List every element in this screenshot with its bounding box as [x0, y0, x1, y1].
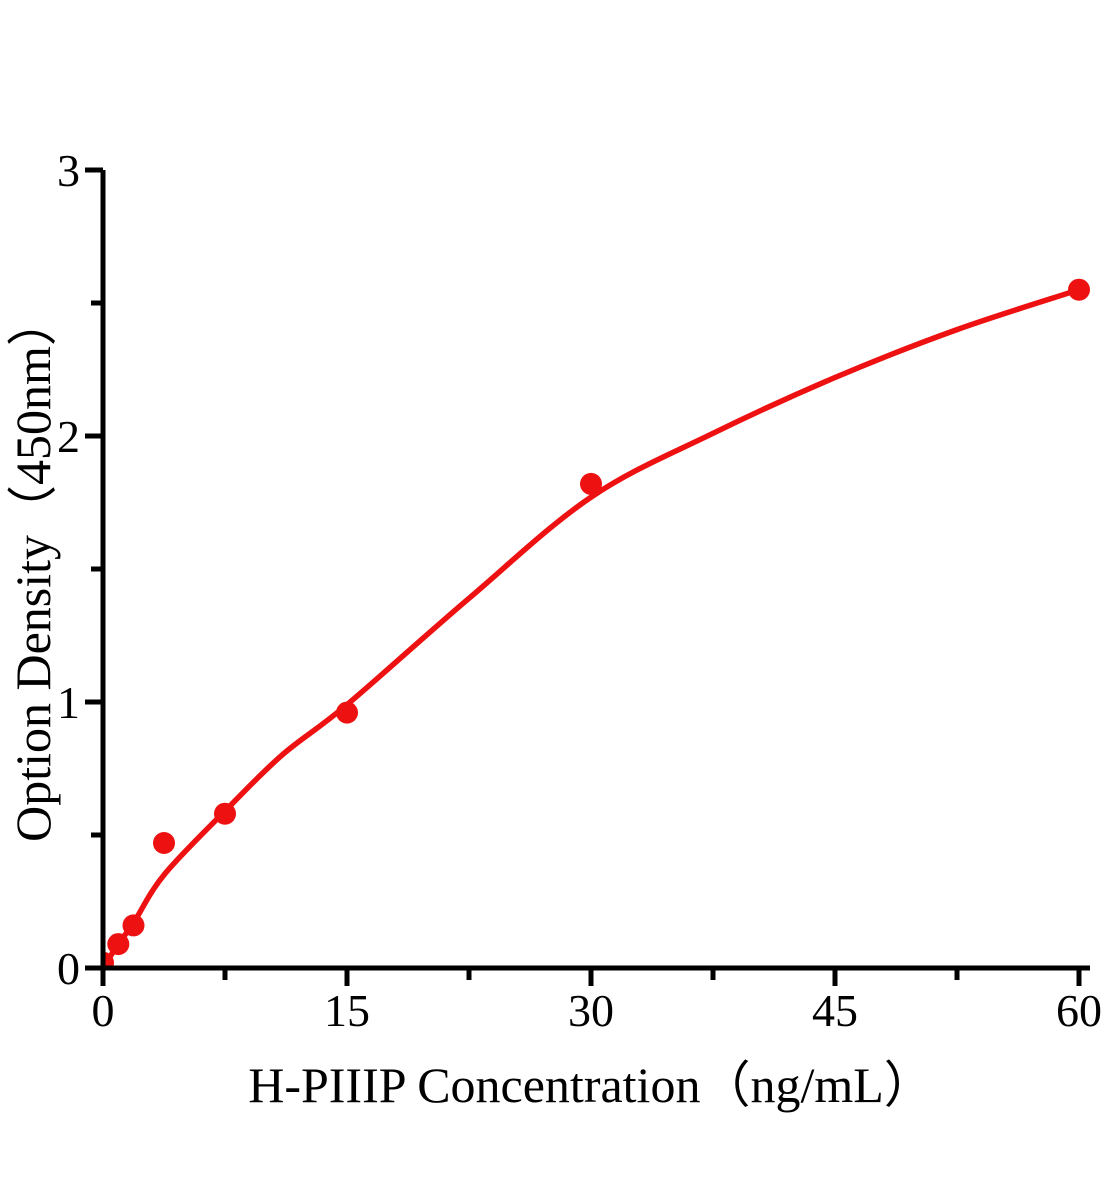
x-tick-label: 0: [92, 985, 115, 1036]
data-point: [103, 951, 114, 968]
x-tick-label: 15: [324, 985, 370, 1036]
axis-layer: [85, 167, 1090, 986]
fitted-curve-line: [103, 286, 1082, 968]
tick-labels: 0 15 30 45 60 0 1 2 3: [57, 145, 1102, 1036]
data-point: [107, 933, 130, 956]
x-tick-label: 30: [568, 985, 614, 1036]
data-point: [153, 832, 175, 854]
y-tick-label: 1: [57, 677, 80, 728]
data-point: [1068, 278, 1090, 301]
plot-layer: [103, 278, 1090, 968]
data-point: [336, 701, 358, 724]
x-tick-label: 45: [812, 985, 858, 1036]
y-axis-title: Option Density（450nm）: [5, 296, 61, 842]
data-point: [580, 472, 602, 495]
x-axis-title: H-PIIIP Concentration（ng/mL）: [248, 1057, 934, 1113]
y-tick-label: 0: [57, 943, 80, 994]
y-tick-label: 2: [57, 411, 80, 462]
data-point: [122, 914, 145, 937]
data-point: [214, 802, 236, 825]
x-tick-label: 60: [1056, 985, 1102, 1036]
y-tick-label: 3: [57, 145, 80, 196]
